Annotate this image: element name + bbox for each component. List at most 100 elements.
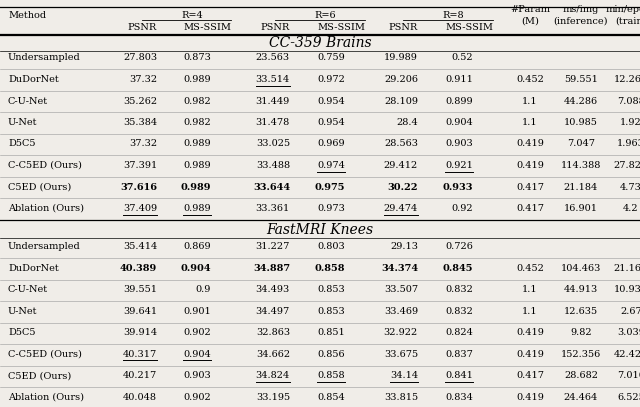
Text: 35.384: 35.384 bbox=[123, 118, 157, 127]
Text: 0.417: 0.417 bbox=[516, 371, 544, 380]
Text: MS-SSIM: MS-SSIM bbox=[445, 24, 493, 33]
Text: 0.419: 0.419 bbox=[516, 161, 544, 170]
Text: 1.963: 1.963 bbox=[617, 140, 640, 149]
Text: 4.73: 4.73 bbox=[620, 182, 640, 192]
Text: 0.837: 0.837 bbox=[445, 350, 473, 359]
Text: C-U-Net: C-U-Net bbox=[8, 96, 48, 105]
Text: 23.563: 23.563 bbox=[256, 53, 290, 63]
Text: 0.989: 0.989 bbox=[184, 204, 211, 213]
Text: 28.4: 28.4 bbox=[396, 118, 418, 127]
Text: PSNR: PSNR bbox=[388, 24, 418, 33]
Text: 9.82: 9.82 bbox=[570, 328, 592, 337]
Text: 0.989: 0.989 bbox=[184, 161, 211, 170]
Text: Method: Method bbox=[8, 11, 46, 20]
Text: R=4: R=4 bbox=[181, 11, 203, 20]
Text: 0.858: 0.858 bbox=[317, 371, 345, 380]
Text: 34.14: 34.14 bbox=[390, 371, 418, 380]
Text: 0.851: 0.851 bbox=[317, 328, 345, 337]
Text: 7.088: 7.088 bbox=[617, 96, 640, 105]
Text: U-Net: U-Net bbox=[8, 118, 38, 127]
Text: 32.922: 32.922 bbox=[384, 328, 418, 337]
Text: FastMRI Knees: FastMRI Knees bbox=[266, 223, 374, 237]
Text: 39.914: 39.914 bbox=[123, 328, 157, 337]
Text: 0.845: 0.845 bbox=[442, 264, 473, 273]
Text: 0.901: 0.901 bbox=[183, 307, 211, 316]
Text: DuDorNet: DuDorNet bbox=[8, 75, 59, 84]
Text: 0.972: 0.972 bbox=[317, 75, 345, 84]
Text: 0.52: 0.52 bbox=[451, 53, 473, 63]
Text: 2.67: 2.67 bbox=[620, 307, 640, 316]
Text: 0.856: 0.856 bbox=[317, 350, 345, 359]
Text: 104.463: 104.463 bbox=[561, 264, 601, 273]
Text: 10.934: 10.934 bbox=[614, 285, 640, 294]
Text: 44.913: 44.913 bbox=[564, 285, 598, 294]
Text: C5ED (Ours): C5ED (Ours) bbox=[8, 182, 71, 192]
Text: 21.184: 21.184 bbox=[564, 182, 598, 192]
Text: 0.989: 0.989 bbox=[184, 75, 211, 84]
Text: 28.682: 28.682 bbox=[564, 371, 598, 380]
Text: 33.514: 33.514 bbox=[256, 75, 290, 84]
Text: 0.969: 0.969 bbox=[317, 140, 345, 149]
Text: 29.13: 29.13 bbox=[390, 242, 418, 251]
Text: 0.832: 0.832 bbox=[445, 307, 473, 316]
Text: 0.899: 0.899 bbox=[445, 96, 473, 105]
Text: 37.409: 37.409 bbox=[123, 204, 157, 213]
Text: 0.417: 0.417 bbox=[516, 204, 544, 213]
Text: 152.356: 152.356 bbox=[561, 350, 601, 359]
Text: 0.933: 0.933 bbox=[442, 182, 473, 192]
Text: ms/img
(inference): ms/img (inference) bbox=[554, 5, 608, 25]
Text: C5ED (Ours): C5ED (Ours) bbox=[8, 371, 71, 380]
Text: 0.975: 0.975 bbox=[314, 182, 345, 192]
Text: 0.9: 0.9 bbox=[196, 285, 211, 294]
Text: R=8: R=8 bbox=[443, 11, 464, 20]
Text: 34.887: 34.887 bbox=[253, 264, 290, 273]
Text: 16.901: 16.901 bbox=[564, 204, 598, 213]
Text: 0.419: 0.419 bbox=[516, 140, 544, 149]
Text: MS-SSIM: MS-SSIM bbox=[183, 24, 231, 33]
Text: 31.227: 31.227 bbox=[255, 242, 290, 251]
Text: 1.1: 1.1 bbox=[522, 96, 538, 105]
Text: 34.662: 34.662 bbox=[256, 350, 290, 359]
Text: C-C5ED (Ours): C-C5ED (Ours) bbox=[8, 161, 82, 170]
Text: PSNR: PSNR bbox=[260, 24, 290, 33]
Text: 59.551: 59.551 bbox=[564, 75, 598, 84]
Text: 1.1: 1.1 bbox=[522, 285, 538, 294]
Text: 33.195: 33.195 bbox=[256, 393, 290, 402]
Text: 33.025: 33.025 bbox=[256, 140, 290, 149]
Text: 21.167: 21.167 bbox=[614, 264, 640, 273]
Text: PSNR: PSNR bbox=[128, 24, 157, 33]
Text: 0.904: 0.904 bbox=[180, 264, 211, 273]
Text: 3.039: 3.039 bbox=[617, 328, 640, 337]
Text: 1.92: 1.92 bbox=[620, 118, 640, 127]
Text: 6.525: 6.525 bbox=[617, 393, 640, 402]
Text: 0.903: 0.903 bbox=[183, 371, 211, 380]
Text: 0.726: 0.726 bbox=[445, 242, 473, 251]
Text: min/epoch
(train): min/epoch (train) bbox=[605, 5, 640, 25]
Text: 0.759: 0.759 bbox=[317, 53, 345, 63]
Text: 27.823: 27.823 bbox=[614, 161, 640, 170]
Text: Ablation (Ours): Ablation (Ours) bbox=[8, 393, 84, 402]
Text: 37.391: 37.391 bbox=[123, 161, 157, 170]
Text: 0.973: 0.973 bbox=[317, 204, 345, 213]
Text: 0.904: 0.904 bbox=[445, 118, 473, 127]
Text: 0.853: 0.853 bbox=[317, 285, 345, 294]
Text: 114.388: 114.388 bbox=[561, 161, 601, 170]
Text: 0.854: 0.854 bbox=[317, 393, 345, 402]
Text: 34.493: 34.493 bbox=[256, 285, 290, 294]
Text: 34.497: 34.497 bbox=[256, 307, 290, 316]
Text: 0.853: 0.853 bbox=[317, 307, 345, 316]
Text: 0.902: 0.902 bbox=[183, 393, 211, 402]
Text: R=6: R=6 bbox=[315, 11, 336, 20]
Text: 28.563: 28.563 bbox=[384, 140, 418, 149]
Text: 0.841: 0.841 bbox=[445, 371, 473, 380]
Text: 0.903: 0.903 bbox=[445, 140, 473, 149]
Text: 0.911: 0.911 bbox=[445, 75, 473, 84]
Text: 34.374: 34.374 bbox=[381, 264, 418, 273]
Text: 42.422: 42.422 bbox=[614, 350, 640, 359]
Text: 0.824: 0.824 bbox=[445, 328, 473, 337]
Text: Undersampled: Undersampled bbox=[8, 53, 81, 63]
Text: 29.474: 29.474 bbox=[384, 204, 418, 213]
Text: 33.361: 33.361 bbox=[256, 204, 290, 213]
Text: 0.954: 0.954 bbox=[317, 96, 345, 105]
Text: 4.2: 4.2 bbox=[623, 204, 639, 213]
